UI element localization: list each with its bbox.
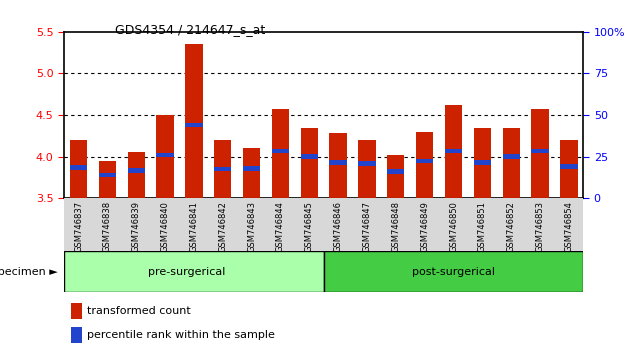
Text: GSM746849: GSM746849 — [420, 201, 429, 252]
Text: GSM746843: GSM746843 — [247, 201, 256, 252]
Bar — [387, 155, 404, 198]
Bar — [272, 149, 289, 153]
Bar — [156, 153, 174, 157]
Text: GSM746852: GSM746852 — [506, 201, 516, 252]
Bar — [99, 161, 116, 198]
FancyBboxPatch shape — [324, 251, 583, 292]
Bar — [214, 140, 231, 198]
Text: GSM746839: GSM746839 — [131, 201, 141, 252]
Bar — [474, 160, 491, 165]
Text: pre-surgerical: pre-surgerical — [148, 267, 226, 277]
Text: GSM746838: GSM746838 — [103, 201, 112, 252]
Bar — [301, 154, 318, 159]
Text: GDS4354 / 214647_s_at: GDS4354 / 214647_s_at — [115, 23, 265, 36]
Bar — [560, 164, 578, 169]
Bar — [243, 148, 260, 198]
Bar — [329, 160, 347, 165]
Bar — [358, 140, 376, 198]
Text: GSM746840: GSM746840 — [160, 201, 170, 252]
Bar — [272, 109, 289, 198]
Bar — [445, 105, 462, 198]
Text: GSM746842: GSM746842 — [218, 201, 228, 252]
Bar — [156, 115, 174, 198]
Text: GSM746848: GSM746848 — [391, 201, 401, 252]
Bar — [185, 44, 203, 198]
Bar — [185, 123, 203, 127]
Bar — [387, 169, 404, 174]
Bar — [301, 127, 318, 198]
Bar — [214, 167, 231, 171]
Text: GSM746853: GSM746853 — [535, 201, 545, 252]
Text: GSM746854: GSM746854 — [564, 201, 574, 252]
Bar — [329, 133, 347, 198]
Bar — [99, 173, 116, 177]
Bar — [358, 161, 376, 166]
Bar — [474, 127, 491, 198]
Bar — [128, 152, 145, 198]
Bar — [503, 127, 520, 198]
Bar — [128, 169, 145, 173]
Bar — [416, 132, 433, 198]
Bar — [416, 159, 433, 163]
Bar — [560, 140, 578, 198]
Bar — [70, 140, 87, 198]
Bar — [503, 154, 520, 159]
Text: GSM746847: GSM746847 — [362, 201, 372, 252]
Text: specimen ►: specimen ► — [0, 267, 58, 277]
Text: percentile rank within the sample: percentile rank within the sample — [87, 330, 275, 341]
Text: GSM746845: GSM746845 — [304, 201, 314, 252]
Text: GSM746841: GSM746841 — [189, 201, 199, 252]
Bar — [70, 165, 87, 170]
Text: GSM746844: GSM746844 — [276, 201, 285, 252]
Text: GSM746850: GSM746850 — [449, 201, 458, 252]
Text: post-surgerical: post-surgerical — [412, 267, 495, 277]
Bar — [243, 166, 260, 171]
Text: GSM746851: GSM746851 — [478, 201, 487, 252]
Text: GSM746837: GSM746837 — [74, 201, 83, 252]
Bar — [531, 149, 549, 153]
Bar — [445, 149, 462, 153]
Bar — [531, 109, 549, 198]
Text: GSM746846: GSM746846 — [333, 201, 343, 252]
FancyBboxPatch shape — [64, 251, 324, 292]
Text: transformed count: transformed count — [87, 306, 191, 316]
